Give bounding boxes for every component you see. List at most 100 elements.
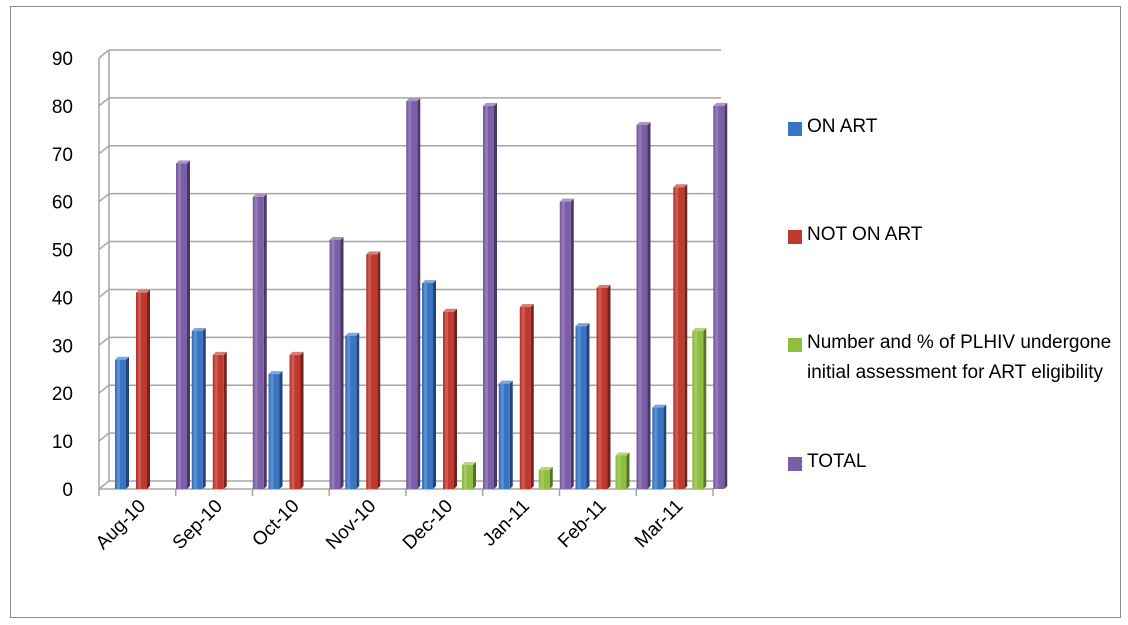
bar-front [406,101,418,489]
bar-top [483,102,497,106]
legend-label: TOTAL [807,451,867,472]
bar-front [596,287,608,489]
bar-front [329,239,341,489]
bar [673,184,688,490]
bar [136,289,150,489]
x-tick-label: Mar-11 [631,496,687,552]
x-tick-label: Sep-10 [169,496,227,554]
bar-front [176,163,187,489]
bar-front [498,383,510,489]
bar-highlight [540,469,544,489]
chart-frame: 0 10 20 30 40 50 60 70 80 90 Aug-10 Sep-10 Oct-10 Nov… [10,6,1121,618]
bar [519,304,534,489]
bar-top [636,122,651,126]
bar-side [724,102,728,489]
bar-highlight [675,187,679,490]
bar-front [366,254,378,489]
bar-top [519,304,534,308]
y-tick-label: 40 [52,288,73,309]
bar-side [417,98,421,489]
bar [268,371,283,489]
bar-layer [115,98,728,490]
bar-top [713,102,728,106]
bar-top [268,371,283,375]
bar-side [147,289,150,489]
bar-top [289,351,304,355]
bar-highlight [715,105,719,489]
bar-highlight [521,307,525,489]
bar [596,284,611,489]
bar-highlight [464,465,467,489]
x-tick-label: Oct-10 [248,496,303,551]
bar-front [191,330,203,489]
bar [575,323,590,489]
y-tick-label: 0 [62,480,73,501]
gridline-side [98,336,110,346]
bar [636,122,651,490]
bar-highlight [117,359,120,489]
bar-top [329,236,344,240]
bar-side [703,327,707,489]
legend-swatch [788,457,802,471]
y-tick-label: 90 [52,49,73,70]
bar-side [279,371,283,489]
legend-swatch [788,122,802,136]
bar [366,251,381,489]
y-tick-label: 20 [52,384,73,405]
bar-side [607,284,611,489]
bar-side [509,380,513,489]
bar-top [366,251,381,255]
bar [538,466,553,489]
bar-side [663,404,667,489]
bar-side [586,323,590,489]
bar-side [263,193,267,489]
bar [615,452,630,489]
x-tick-label: Jan-11 [479,496,534,551]
bar [115,356,129,489]
gridline-side [98,193,110,203]
bar [713,102,728,489]
bar-side [126,356,129,489]
bar [406,98,421,489]
bar-top [462,462,476,466]
bar-front [136,292,147,489]
bar-front [538,469,550,489]
bar-highlight [598,287,602,489]
bar-highlight [347,335,351,489]
bar [212,351,227,489]
bar-top [673,184,688,188]
legend-label: Number and % of PLHIV undergone initial … [807,332,1112,383]
bar-front [692,330,704,489]
bar [252,193,267,489]
bar-highlight [408,101,412,489]
bar [692,327,707,489]
bar-top [212,351,227,355]
bar-front [652,407,664,489]
x-tick-label: Nov-10 [322,496,380,554]
bar-front [636,125,648,490]
bar-side [340,236,344,489]
bar-front [673,187,685,490]
bar [345,332,360,489]
bar-side [223,351,227,489]
bar-side [473,462,476,489]
legend: ON ART NOT ON ART Number and % of PLHIV un… [788,7,1118,607]
bar-top [406,98,421,102]
bar-highlight [368,254,372,489]
bar-highlight [178,163,181,489]
bar-highlight [138,292,141,489]
bar-top [498,380,513,384]
bar-front [252,196,264,489]
bar-front [559,201,571,489]
bar-side [300,351,304,489]
bar-side [626,452,630,489]
gridline-side [98,145,110,155]
bar-front [268,374,280,489]
bar-front [422,283,433,489]
bar-front [519,307,531,489]
gridline-side [98,384,110,394]
y-tick-label: 50 [52,241,73,262]
bar-top [136,289,150,293]
y-tick-label: 30 [52,336,73,357]
bar-highlight [561,201,565,489]
